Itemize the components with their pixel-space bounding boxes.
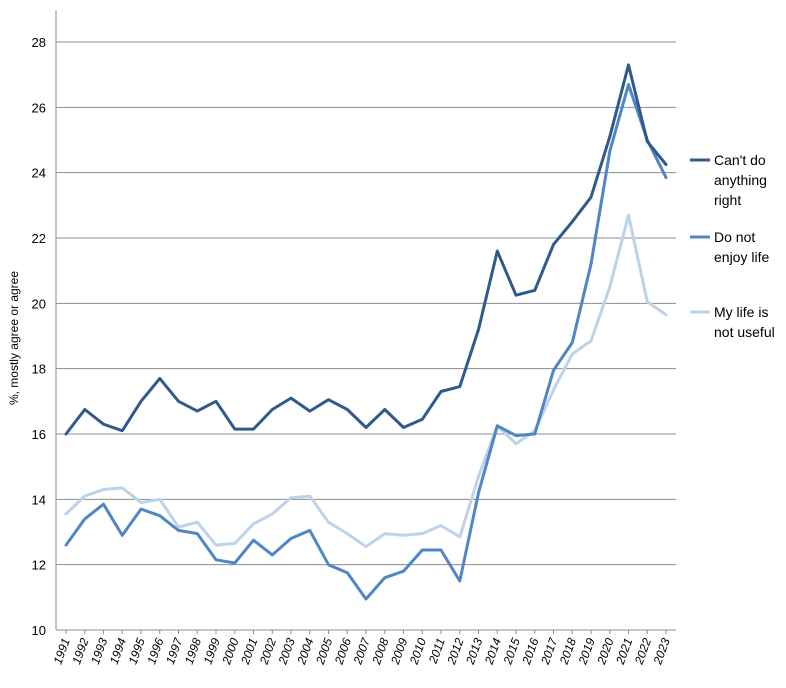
y-tick-label: 18: [32, 362, 46, 377]
y-tick-label: 28: [32, 35, 46, 50]
series-line-0: [64, 63, 668, 436]
y-tick-label: 16: [32, 427, 46, 442]
legend-label-0: Can't do anything right: [714, 152, 767, 208]
y-tick-label: 24: [32, 166, 46, 181]
y-axis-label: %, mostly agree or agree: [7, 271, 21, 405]
x-tick-label: 2010: [406, 636, 429, 667]
x-tick-label: 2023: [650, 636, 673, 667]
y-tick-label: 20: [32, 296, 46, 311]
y-tick-label: 14: [32, 492, 46, 507]
y-tick-label: 22: [32, 231, 46, 246]
series-lines: [64, 63, 668, 601]
x-tick-labels: 1991199219931994199519961997199819992000…: [51, 630, 673, 667]
legend: Can't do anything right Do not enjoy life My …: [690, 152, 775, 340]
series-line-1: [64, 83, 668, 601]
y-tick-label: 10: [32, 623, 46, 638]
legend-label-2: My life is not useful: [714, 304, 775, 340]
legend-label-1: Do not enjoy life: [714, 229, 769, 265]
y-tick-labels: 10 12 14 16 18 20 22 24 26 28: [32, 35, 46, 638]
y-tick-label: 26: [32, 100, 46, 115]
y-tick-label: 12: [32, 558, 46, 573]
series-line-2: [64, 213, 668, 549]
axes: [55, 10, 676, 631]
